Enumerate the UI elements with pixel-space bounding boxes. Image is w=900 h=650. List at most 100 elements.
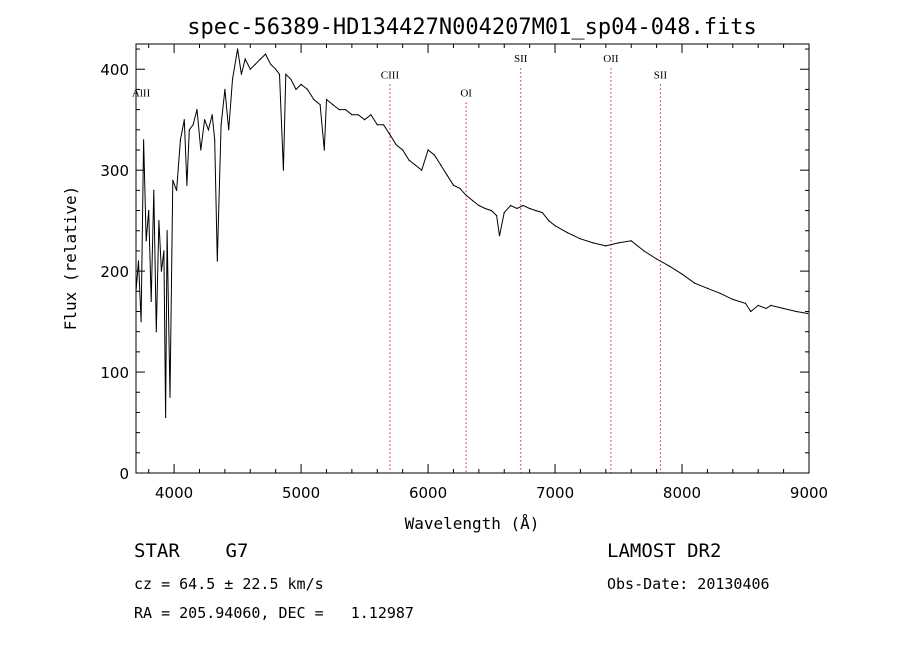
data-point bbox=[160, 270, 162, 272]
data-point bbox=[254, 63, 256, 65]
data-point bbox=[192, 124, 194, 126]
y-tick-label: 0 bbox=[119, 465, 129, 483]
data-point bbox=[143, 139, 145, 141]
x-tick-label: 5000 bbox=[282, 484, 320, 502]
data-point bbox=[169, 396, 171, 398]
x-tick-label: 9000 bbox=[790, 484, 828, 502]
data-point bbox=[259, 58, 261, 60]
data-point bbox=[344, 109, 347, 111]
redshift-readout: cz = 64.5 ± 22.5 km/s bbox=[134, 575, 324, 593]
data-point bbox=[446, 174, 448, 176]
data-point bbox=[579, 238, 582, 240]
data-point bbox=[275, 68, 277, 70]
survey-name: LAMOST DR2 bbox=[607, 540, 722, 562]
data-point bbox=[145, 240, 147, 242]
line-label-0: AlII bbox=[132, 87, 151, 99]
data-point bbox=[323, 149, 325, 151]
data-point bbox=[278, 73, 281, 75]
data-point bbox=[163, 250, 165, 252]
data-point bbox=[554, 225, 556, 227]
data-point bbox=[290, 78, 292, 80]
data-point bbox=[744, 302, 747, 304]
data-point bbox=[765, 307, 767, 310]
emission-line-markers: AlII CIII OI SII OII SII bbox=[132, 53, 668, 473]
data-point bbox=[783, 307, 785, 310]
data-point bbox=[389, 134, 391, 136]
data-point bbox=[204, 119, 206, 121]
data-point bbox=[807, 312, 809, 315]
data-point bbox=[471, 199, 474, 202]
data-point bbox=[228, 129, 230, 131]
data-point bbox=[719, 292, 721, 294]
data-point bbox=[237, 48, 239, 50]
data-point bbox=[750, 310, 752, 313]
x-tick-label: 8000 bbox=[663, 484, 701, 502]
data-point bbox=[186, 184, 188, 186]
data-point bbox=[529, 207, 531, 210]
data-point bbox=[757, 304, 759, 306]
coordinates-readout: RA = 205.94060, DEC = 1.12987 bbox=[134, 604, 414, 622]
line-label-3: SII bbox=[514, 53, 528, 65]
data-point bbox=[285, 73, 287, 75]
data-point bbox=[484, 207, 486, 210]
data-point bbox=[240, 73, 242, 75]
data-point bbox=[155, 331, 157, 333]
data-point bbox=[172, 179, 174, 181]
data-point bbox=[364, 119, 366, 121]
data-point bbox=[510, 204, 512, 207]
data-point bbox=[668, 265, 670, 267]
data-point bbox=[270, 63, 272, 65]
x-tick-label: 7000 bbox=[536, 484, 574, 502]
data-point bbox=[402, 149, 404, 151]
data-point bbox=[503, 212, 505, 214]
data-point bbox=[150, 300, 152, 302]
data-point bbox=[137, 260, 140, 262]
data-point bbox=[567, 232, 569, 234]
line-label-1: CIII bbox=[381, 69, 400, 81]
data-point bbox=[264, 53, 267, 55]
data-point bbox=[496, 215, 498, 217]
tick-labels: 4000 5000 6000 7000 8000 9000 0 100 200 300 400 bbox=[100, 61, 828, 502]
plot-frame bbox=[135, 43, 810, 474]
data-point bbox=[498, 235, 501, 237]
data-point bbox=[166, 230, 168, 232]
observation-date: Obs-Date: 20130406 bbox=[607, 575, 770, 593]
data-point bbox=[795, 310, 797, 313]
data-point bbox=[681, 273, 683, 275]
data-point bbox=[459, 187, 461, 189]
data-point bbox=[357, 114, 359, 116]
data-point bbox=[295, 88, 297, 90]
data-point bbox=[694, 282, 696, 284]
y-tick-label: 300 bbox=[100, 162, 129, 180]
data-point bbox=[200, 149, 202, 151]
data-point bbox=[427, 149, 429, 151]
data-point bbox=[706, 287, 709, 289]
data-point bbox=[158, 220, 160, 222]
data-point bbox=[179, 139, 181, 141]
y-tick-label: 100 bbox=[100, 364, 129, 382]
data-point bbox=[376, 124, 378, 126]
data-point bbox=[231, 78, 234, 80]
series-line-0 bbox=[135, 48, 808, 418]
spectrum-series bbox=[135, 48, 809, 419]
data-point bbox=[214, 139, 216, 141]
data-point bbox=[770, 304, 772, 306]
data-point bbox=[516, 207, 518, 210]
data-point bbox=[433, 154, 435, 156]
x-axis-label: Wavelength (Å) bbox=[405, 514, 540, 533]
data-point bbox=[421, 169, 423, 171]
y-tick-label: 200 bbox=[100, 263, 129, 281]
data-point bbox=[319, 104, 321, 106]
data-point bbox=[440, 164, 442, 166]
data-point bbox=[224, 88, 226, 90]
line-label-5: SII bbox=[654, 69, 668, 81]
data-point bbox=[535, 210, 537, 212]
line-label-4: OII bbox=[603, 53, 619, 65]
data-point bbox=[216, 260, 218, 262]
data-point bbox=[617, 242, 620, 244]
data-point bbox=[332, 104, 334, 106]
data-point bbox=[351, 114, 353, 116]
data-point bbox=[395, 144, 397, 146]
data-point bbox=[592, 242, 594, 244]
data-point bbox=[207, 129, 209, 131]
